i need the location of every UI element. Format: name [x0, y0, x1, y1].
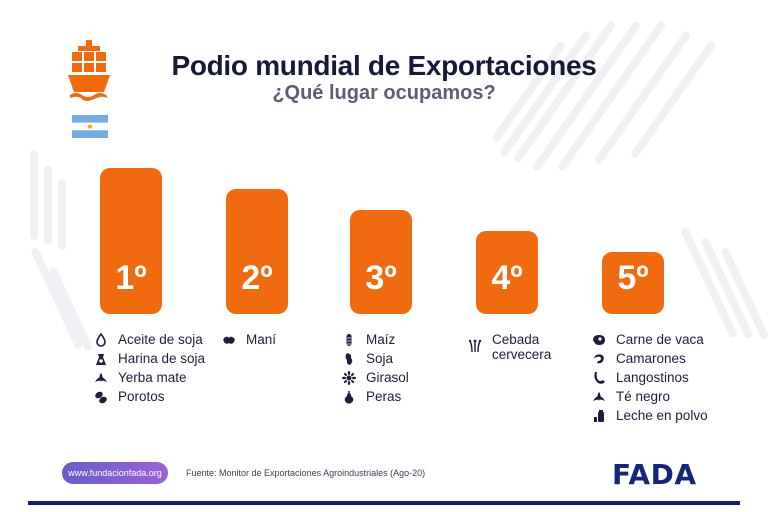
cargo-ship-icon	[68, 40, 110, 101]
flour-bag-icon	[96, 354, 106, 365]
oil-drop-icon	[96, 333, 106, 347]
podium-bar-3: 3º	[350, 210, 412, 314]
rank-label: 3º	[365, 259, 397, 297]
page-title: Podio mundial de Exportaciones	[171, 50, 597, 81]
prawn-icon	[594, 372, 605, 384]
fada-logo: FADA	[612, 458, 697, 491]
list-item: Aceite de soja	[94, 332, 205, 351]
leaf-icon	[95, 373, 107, 382]
list-item: Langostinos	[592, 370, 708, 389]
list-item: Girasol	[342, 370, 409, 389]
shrimp-icon	[594, 354, 604, 364]
page-subtitle: ¿Qué lugar ocupamos?	[272, 82, 496, 104]
list-item: Peras	[342, 389, 409, 408]
products-list-5: Carne de vaca Camarones Langostinos Té n…	[592, 332, 708, 427]
list-item: Té negro	[592, 389, 708, 408]
products-list-2: Maní	[222, 332, 276, 351]
podium-bar-1: 1º	[100, 168, 162, 314]
meat-icon	[593, 335, 605, 345]
header: Podio mundial de Exportaciones ¿Qué luga…	[0, 50, 768, 105]
milk-powder-icon	[594, 410, 604, 422]
podium-bar-5: 5º	[602, 252, 664, 314]
products-list-1: Aceite de soja Harina de soja Yerba mate…	[94, 332, 205, 408]
corn-icon	[346, 334, 352, 346]
list-item: Leche en polvo	[592, 408, 708, 427]
soy-icon	[345, 353, 353, 365]
rank-label: 5º	[617, 259, 649, 297]
pear-icon	[344, 391, 354, 404]
list-item: Soja	[342, 351, 409, 370]
rank-label: 2º	[241, 259, 273, 297]
source-note: Fuente: Monitor de Exportaciones Agroind…	[186, 468, 426, 478]
rank-label: 4º	[491, 259, 523, 297]
rank-label: 1º	[115, 259, 147, 297]
podium-bar-4: 4º	[476, 231, 538, 314]
list-item: Yerba mate	[94, 370, 205, 389]
argentina-flag-icon	[72, 115, 108, 138]
bean-icon	[95, 391, 107, 404]
list-item: Carne de vaca	[592, 332, 708, 351]
list-item: Camarones	[592, 351, 708, 370]
bottom-divider	[28, 501, 740, 505]
list-item: Maíz	[342, 332, 409, 351]
list-item: Harina de soja	[94, 351, 205, 370]
list-item: Porotos	[94, 389, 205, 408]
tea-leaf-icon	[593, 392, 605, 401]
barley-icon	[468, 339, 482, 352]
sunflower-icon	[342, 371, 356, 385]
products-list-3: Maíz Soja Girasol Peras	[342, 332, 409, 408]
list-item: Cebada cervecera	[468, 332, 564, 366]
podium-bar-2: 2º	[226, 189, 288, 314]
website-link[interactable]: www.fundacionfada.org	[62, 462, 168, 484]
list-item: Maní	[222, 332, 276, 351]
products-list-4: Cebada cervecera	[468, 332, 564, 366]
peanut-icon	[223, 336, 235, 344]
